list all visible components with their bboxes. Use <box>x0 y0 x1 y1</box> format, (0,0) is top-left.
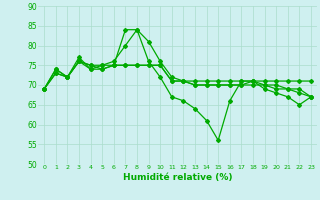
X-axis label: Humidité relative (%): Humidité relative (%) <box>123 173 232 182</box>
